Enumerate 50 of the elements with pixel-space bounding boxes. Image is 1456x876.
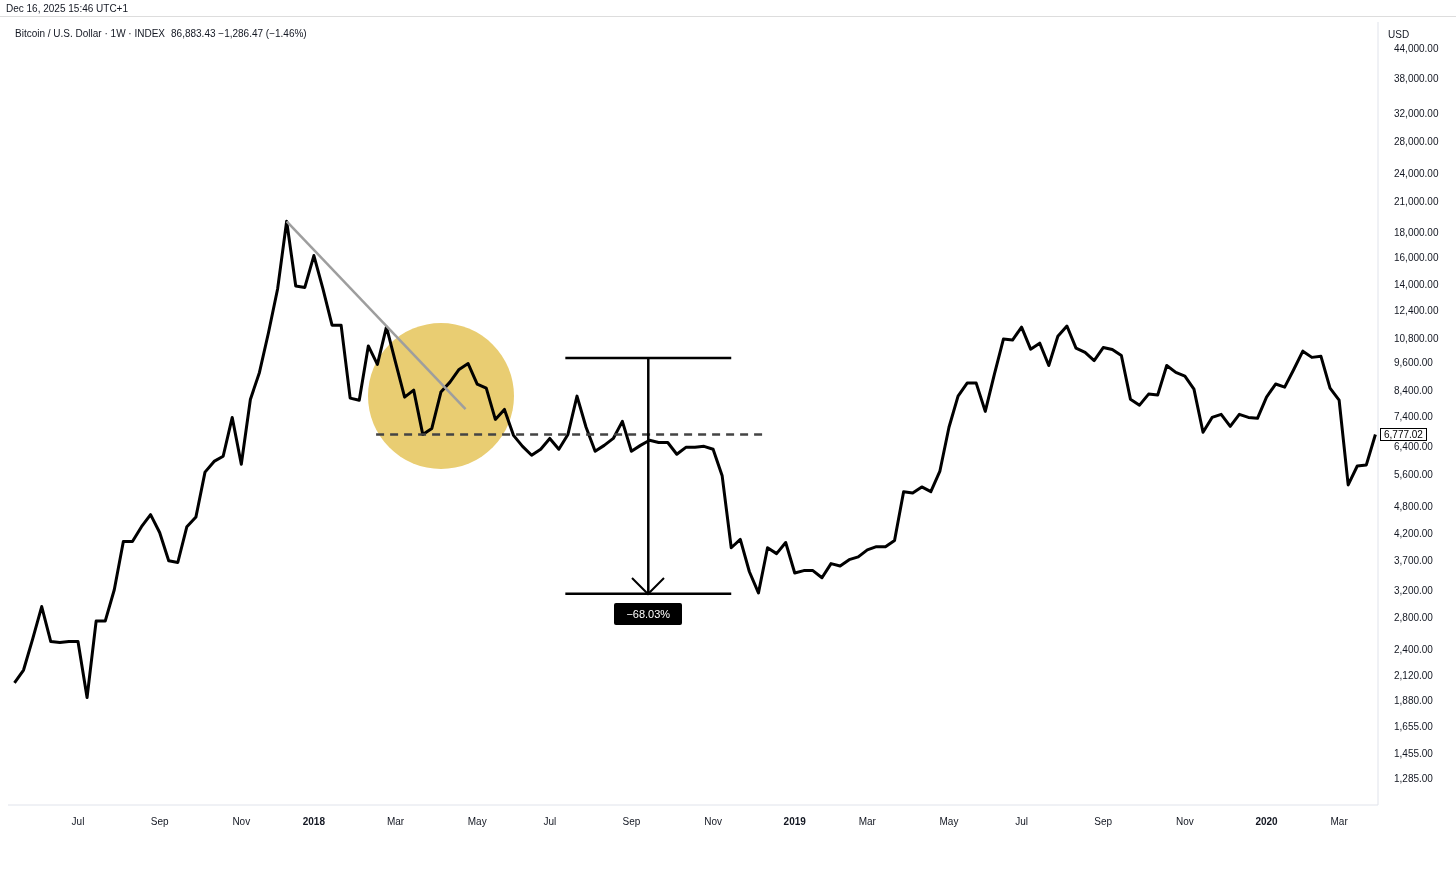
x-tick-label: Nov [1175,816,1194,827]
y-tick-label: 16,000.00 [1394,251,1439,263]
y-tick-label: 18,000.00 [1394,227,1439,239]
x-tick-label: Mar [858,816,877,827]
x-tick-label: Sep [1094,816,1113,827]
text: Bitcoin / U.S. Dollar · 1W · INDEX [15,28,166,39]
y-tick-label: 10,800.00 [1394,333,1439,345]
y-tick-label: 2,120.00 [1394,669,1434,681]
y-tick-label: 2,800.00 [1394,612,1434,624]
y-tick-label: 12,400.00 [1394,304,1439,316]
x-tick-label: Nov [704,816,722,827]
y-tick-label: 21,000.00 [1394,195,1439,207]
x-tick-label: 2018 [302,816,326,827]
x-tick-label: Sep [150,816,169,827]
y-tick-label: 2,400.00 [1394,644,1434,656]
y-axis-title: USD [1388,29,1410,40]
y-tick-label: 1,655.00 [1394,721,1434,733]
x-tick-label: Nov [232,816,251,827]
y-tick-label: 1,455.00 [1394,747,1434,759]
x-tick-label: Sep [622,816,641,827]
y-tick-label: 3,200.00 [1394,584,1434,596]
y-tick-label: 8,400.00 [1394,385,1434,397]
y-tick-label: 38,000.00 [1394,72,1439,84]
x-tick-label: 2019 [783,816,807,827]
y-tick-label: 7,400.00 [1394,411,1434,423]
x-tick-label: Jul [543,816,557,827]
y-tick-label: 4,200.00 [1394,528,1434,540]
y-tick-label: 5,600.00 [1394,468,1434,480]
y-tick-label: 44,000.00 [1394,42,1439,54]
x-tick-label: Jul [1015,816,1028,827]
x-tick-label: Mar [386,816,405,827]
y-tick-label: 1,285.00 [1394,773,1434,785]
x-tick-label: 2020 [1255,816,1279,827]
y-tick-label: 6,400.00 [1394,441,1434,453]
y-tick-label: 3,700.00 [1394,554,1434,566]
annotation: 6,777.02 [1380,427,1427,441]
annotation: −68.03% [614,602,683,625]
y-tick-label: 4,800.00 [1394,500,1434,512]
y-tick-label: 1,880.00 [1394,694,1434,706]
text: Dec 16, 2025 15:46 UTC+1 [6,3,129,14]
y-tick-label: 24,000.00 [1394,167,1439,179]
y-tick-label: 32,000.00 [1394,108,1439,120]
x-tick-label: Jul [71,816,85,827]
y-tick-label: 28,000.00 [1394,136,1439,148]
text: 86,883.43 −1,286.47 (−1.46%) [171,28,307,39]
x-tick-label: Mar [1330,816,1349,827]
x-tick-label: May [939,816,959,827]
x-tick-label: May [467,816,487,827]
y-tick-label: 14,000.00 [1394,279,1439,291]
y-tick-label: 9,600.00 [1394,357,1434,369]
